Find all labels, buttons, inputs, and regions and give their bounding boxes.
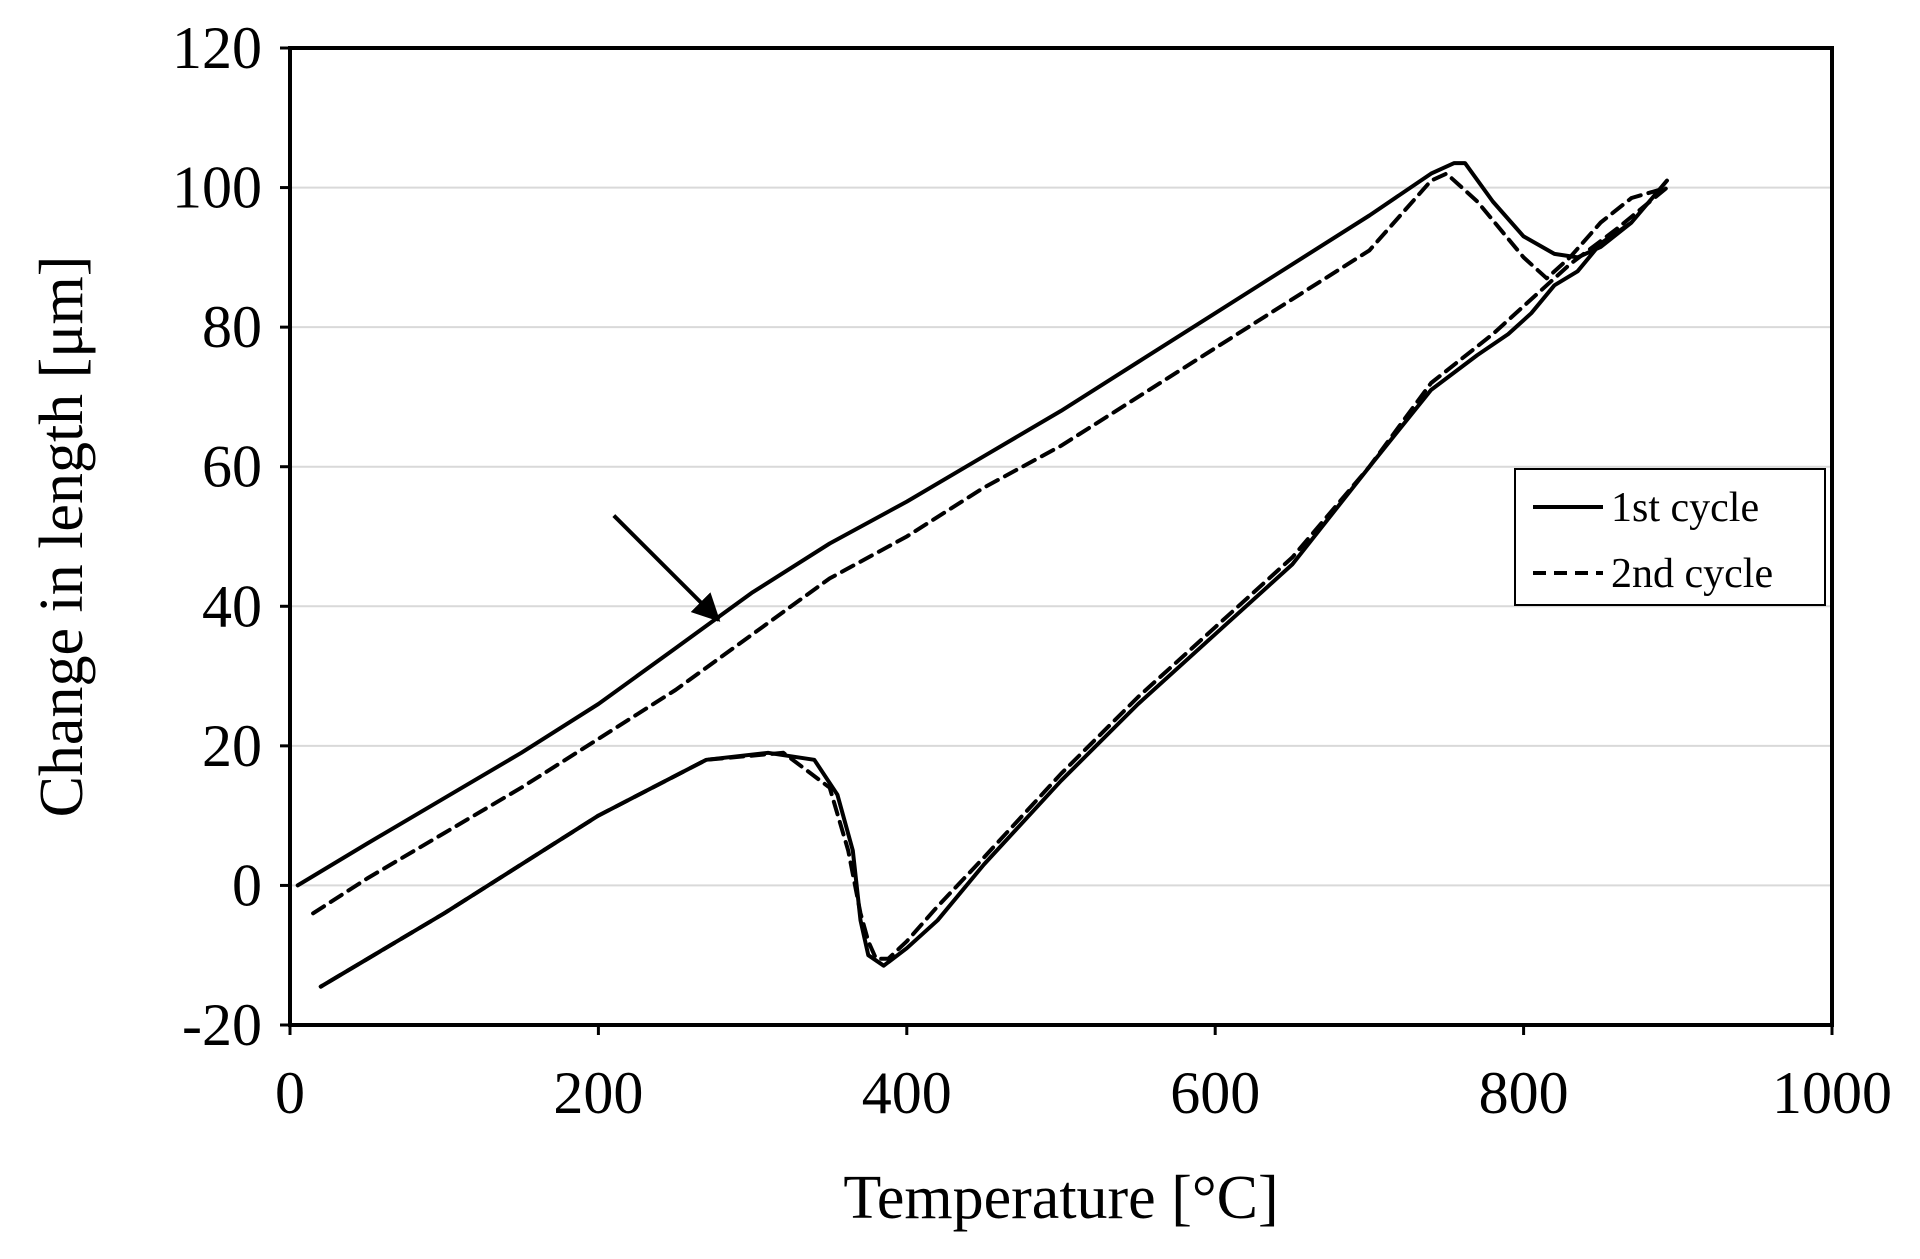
series-line-2nd-cycle — [311, 171, 1669, 989]
x-tick-label: 800 — [1479, 1060, 1569, 1126]
x-axis-title: Temperature [°C] — [843, 1164, 1278, 1232]
y-tick-label: -20 — [182, 992, 262, 1058]
y-tick-label: 0 — [232, 852, 262, 918]
y-tick-label: 100 — [172, 155, 262, 221]
legend-label-2nd-cycle: 2nd cycle — [1611, 551, 1773, 597]
y-tick-label: 40 — [202, 573, 262, 639]
series-line-1st-cycle — [295, 161, 1669, 989]
legend: 1st cycle 2nd cycle — [1514, 468, 1826, 606]
annotations — [612, 514, 721, 622]
y-axis-ticks: -20 0 20 40 60 80 100 120 — [172, 15, 290, 1058]
y-tick-label: 80 — [202, 294, 262, 360]
legend-label-1st-cycle: 1st cycle — [1611, 485, 1759, 531]
x-tick-label: 1000 — [1772, 1060, 1892, 1126]
y-tick-label: 20 — [202, 713, 262, 779]
data-series — [295, 161, 1669, 989]
x-tick-label: 200 — [553, 1060, 643, 1126]
y-tick-label: 120 — [172, 15, 262, 81]
x-axis-ticks: 0 200 400 600 800 1000 — [275, 1025, 1892, 1126]
grid-lines — [290, 186, 1832, 887]
y-axis-title: Change in length [μm] — [28, 256, 96, 818]
x-tick-label: 0 — [275, 1060, 305, 1126]
legend-box — [1514, 468, 1826, 606]
annotation-arrow — [612, 514, 721, 622]
y-tick-label: 60 — [202, 434, 262, 500]
plot-frame — [288, 46, 1834, 1027]
x-tick-label: 400 — [862, 1060, 952, 1126]
x-tick-label: 600 — [1170, 1060, 1260, 1126]
